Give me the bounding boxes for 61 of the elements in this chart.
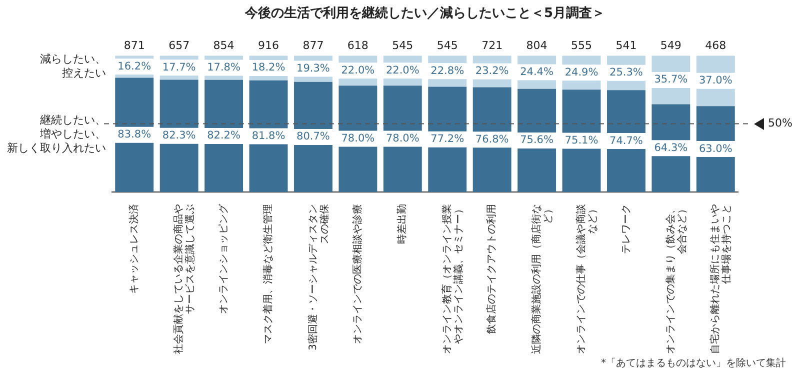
x-tick-label: 飲食店のテイクアウトの利用 [486, 204, 498, 334]
data-label: 22.0% [386, 64, 420, 76]
data-label: 37.0% [698, 74, 732, 87]
annotation: 541 [616, 38, 637, 52]
data-label: 75.6% [520, 134, 554, 146]
data-label: 64.3% [654, 142, 688, 154]
data-label: 82.2% [207, 130, 240, 142]
data-label: 24.9% [564, 66, 598, 78]
annotation: 468 [705, 38, 726, 52]
x-tick-label: オンラインでの集まり（飲み会、会合など） [664, 204, 688, 354]
data-label: 81.8% [252, 130, 286, 142]
ref-line-label: 50% [768, 116, 792, 130]
annotation: 545 [392, 38, 414, 52]
x-tick-label: マスク着用、消毒など衛生管理 [262, 204, 274, 344]
x-tick-label: 自宅から離れた場所にも住まいや仕事場を持つこと [709, 204, 733, 354]
annotation: 854 [213, 38, 234, 52]
data-label: 83.8% [118, 128, 152, 141]
annotation: 916 [258, 38, 279, 52]
data-label: 82.3% [162, 130, 196, 142]
data-label: 17.7% [162, 61, 196, 74]
x-tick-label: オンラインでの仕事（会議や商談など） [575, 204, 599, 354]
data-label: 76.8% [475, 133, 509, 146]
annotation: 618 [347, 38, 368, 52]
annotation: 877 [302, 38, 324, 52]
data-label: 80.7% [296, 130, 330, 143]
data-label: 77.2% [430, 133, 464, 146]
annotation: 871 [124, 38, 145, 52]
x-tick-label: キャッシュレス決済 [128, 204, 140, 294]
x-tick-label: テレワーク [620, 204, 632, 254]
text: *「あてはまるものはない」を除いて集計 [601, 356, 786, 370]
annotation: 804 [526, 38, 548, 52]
x-tick-label: 社会貢献をしている企業の商品やサービスを意識して選ぶ [172, 204, 196, 354]
annotation: 555 [571, 38, 592, 52]
series-label: 減らしたい、控えたい [40, 52, 106, 80]
data-label: 16.2% [118, 60, 152, 72]
annotation: 721 [482, 38, 503, 52]
x-tick-label: 3密回避・ソーシャルディスタンスの確保 [306, 204, 330, 350]
annotation: 545 [436, 38, 458, 52]
data-label: 22.8% [430, 64, 464, 77]
data-label: 25.3% [610, 66, 643, 79]
x-tick-label: オンラインでの医療相談や診療 [352, 204, 364, 344]
data-label: 78.0% [341, 132, 375, 145]
x-tick-label: 時差出勤 [396, 204, 408, 244]
data-label: 74.7% [610, 134, 643, 147]
series-label: 継続したい、増やしたい、新しく取り入れたい [7, 114, 106, 155]
annotation: 657 [168, 38, 190, 52]
data-label: 17.8% [207, 61, 240, 74]
x-tick-label: オンラインショッピング [218, 203, 230, 314]
data-label: 19.3% [296, 62, 330, 74]
annotation: 549 [660, 38, 682, 52]
data-label: 35.7% [654, 74, 688, 86]
data-label: 23.2% [475, 65, 509, 78]
data-label: 78.0% [386, 132, 420, 145]
x-tick-label: 近隣の商業施設の利用（商店街など） [530, 204, 554, 354]
data-label: 22.0% [341, 64, 375, 76]
x-tick-label: オンライン教育（オンライン授業やオンライン講義、セミナー） [440, 204, 464, 354]
data-label: 18.2% [252, 62, 286, 74]
data-label: 24.4% [520, 66, 554, 78]
data-label: 75.1% [564, 134, 598, 147]
data-label: 63.0% [698, 142, 732, 155]
chart-title: 今後の生活で利用を継続したい／減らしたいこと＜5月調査＞ [244, 5, 606, 22]
